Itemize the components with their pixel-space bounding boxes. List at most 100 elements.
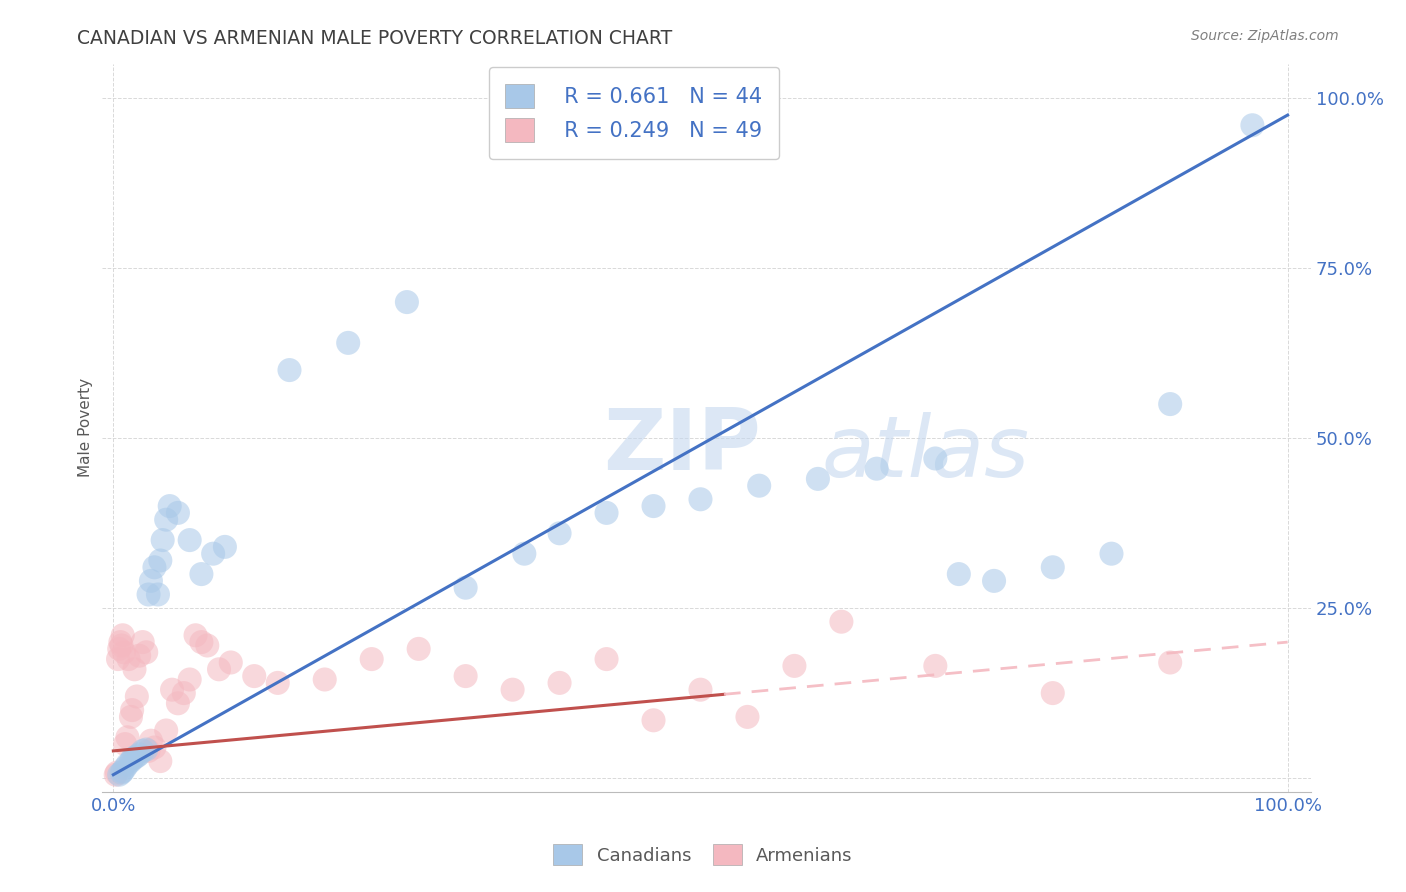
Point [120,710,142,724]
Point [139,574,162,588]
Point [689,492,711,507]
Point [408,641,430,656]
Point [110,635,132,649]
Point [748,478,770,492]
Point [125,690,148,704]
Y-axis label: Male Poverty: Male Poverty [79,378,93,477]
Point [278,363,301,377]
Point [643,499,665,513]
Point [131,635,153,649]
Point [689,682,711,697]
Point [155,513,177,527]
Point [117,652,139,666]
Point [865,461,887,475]
Point [190,635,212,649]
Point [121,752,143,766]
Point [135,645,157,659]
Point [143,740,166,755]
Point [125,749,148,764]
Point [111,764,134,779]
Point [219,656,242,670]
Point [783,659,806,673]
Point [167,696,190,710]
Point [149,754,172,768]
Point [173,686,195,700]
Text: Source: ZipAtlas.com: Source: ZipAtlas.com [1191,29,1339,43]
Text: atlas: atlas [821,412,1029,495]
Point [1042,560,1064,574]
Point [214,540,236,554]
Point [267,676,290,690]
Point [643,714,665,728]
Point [124,662,146,676]
Point [105,765,128,780]
Point [924,451,946,466]
Point [195,639,218,653]
Point [108,641,131,656]
Point [1159,656,1181,670]
Text: ZIP: ZIP [603,405,761,488]
Point [595,506,617,520]
Point [138,587,160,601]
Point [149,553,172,567]
Point [948,567,970,582]
Point [139,733,162,747]
Point [155,723,177,738]
Point [548,676,571,690]
Point [243,669,266,683]
Point [548,526,571,541]
Point [108,767,131,781]
Point [184,628,207,642]
Point [337,335,360,350]
Point [208,662,231,676]
Point [179,533,201,547]
Point [152,533,174,547]
Point [202,547,225,561]
Text: CANADIAN VS ARMENIAN MALE POVERTY CORRELATION CHART: CANADIAN VS ARMENIAN MALE POVERTY CORREL… [77,29,672,47]
Point [143,560,166,574]
Point [454,669,477,683]
Point [135,742,157,756]
Point [1101,547,1123,561]
Point [502,682,524,697]
Point [160,682,183,697]
Point [595,652,617,666]
Point [117,757,139,772]
Point [167,506,190,520]
Point [114,761,136,775]
Point [190,567,212,582]
Point [112,645,135,659]
Point [138,744,160,758]
Point [395,295,418,310]
Point [104,767,127,781]
Point [737,710,759,724]
Point [454,581,477,595]
Point [1159,397,1181,411]
Point [114,737,136,751]
Point [513,547,536,561]
Point [179,673,201,687]
Point [124,750,146,764]
Point [131,744,153,758]
Point [121,703,143,717]
Point [111,628,134,642]
Point [146,587,169,601]
Point [807,472,830,486]
Legend:   R = 0.661   N = 44,   R = 0.249   N = 49: R = 0.661 N = 44, R = 0.249 N = 49 [489,67,779,159]
Legend: Canadians, Armenians: Canadians, Armenians [546,837,860,872]
Point [983,574,1005,588]
Point [110,639,132,653]
Point [1241,118,1264,132]
Point [110,765,132,780]
Point [117,731,139,745]
Point [360,652,382,666]
Point [107,652,129,666]
Point [128,747,150,762]
Point [924,659,946,673]
Point [128,648,150,663]
Point [314,673,336,687]
Point [830,615,852,629]
Point [159,499,181,513]
Point [1042,686,1064,700]
Point [120,754,142,768]
